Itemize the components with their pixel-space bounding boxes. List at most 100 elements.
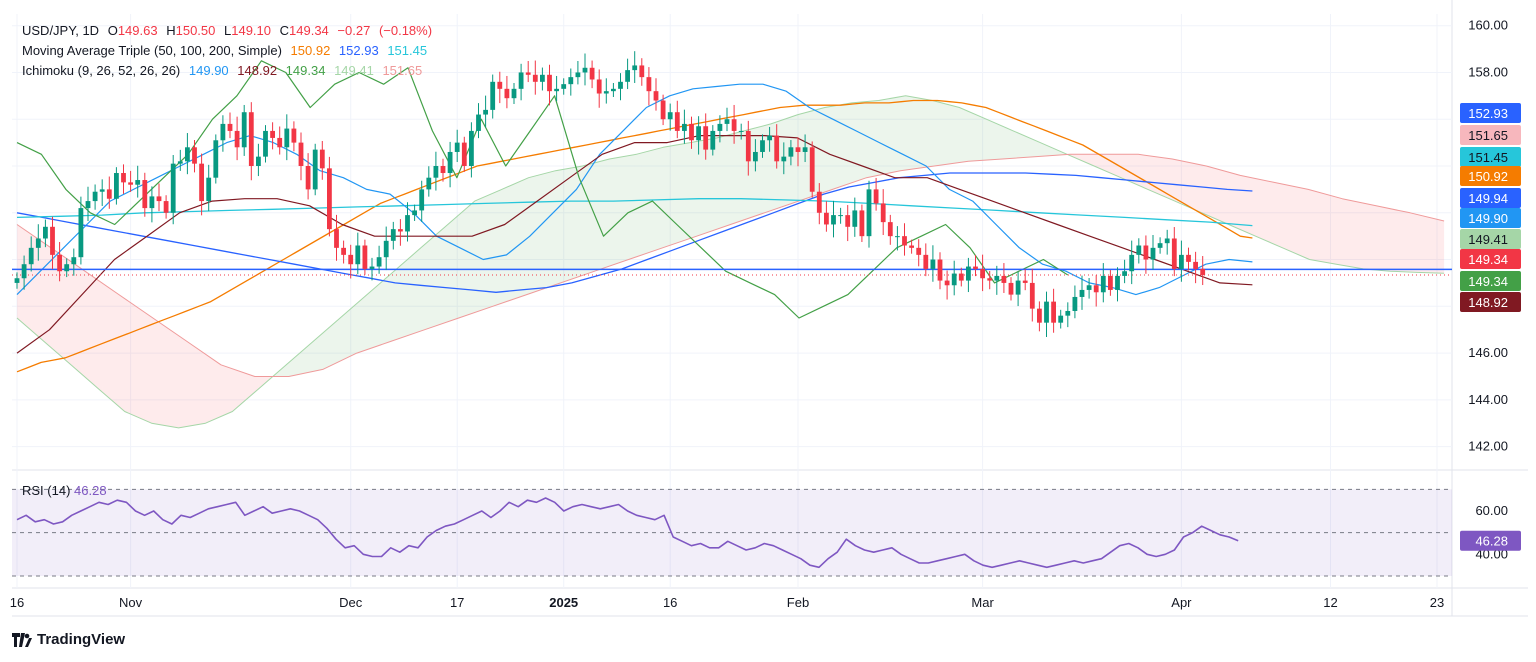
cloud-segment [563, 168, 571, 282]
candle-up [256, 143, 261, 177]
cloud-segment [1103, 154, 1111, 174]
price-candles[interactable] [14, 51, 1206, 337]
candle-body [461, 142, 467, 166]
legend-moving-average[interactable]: Moving Average Triple (50, 100, 200, Sim… [22, 42, 432, 59]
time-tick-label: 16 [10, 595, 24, 610]
candle-up [611, 82, 616, 98]
cloud-segment [1089, 154, 1097, 167]
cloud-segment [1131, 154, 1139, 186]
candle-down [745, 120, 751, 176]
candle-body [824, 212, 829, 225]
candle-body [163, 201, 169, 213]
cloud-segment [102, 283, 110, 399]
legend-rsi[interactable]: RSI (14) 46.28 [22, 483, 107, 498]
candle-body [284, 128, 290, 148]
cloud-segment [1252, 177, 1260, 238]
candle-body [1115, 275, 1120, 290]
candle-down [653, 78, 659, 111]
candle-body [660, 100, 666, 120]
cloud-segment [1167, 158, 1175, 201]
candle-body [838, 215, 843, 217]
candle-body [298, 142, 304, 166]
candle-body [880, 203, 886, 223]
candle-up [71, 248, 77, 276]
price-label-text: 149.34 [1468, 274, 1508, 289]
candle-body [958, 273, 964, 281]
cloud-segment [1437, 219, 1445, 274]
time-tick-label: 16 [663, 595, 677, 610]
price-label-text: 150.92 [1468, 169, 1508, 184]
candle-down [689, 116, 694, 149]
candle-down [298, 132, 304, 181]
price-label-box [1460, 147, 1521, 167]
candle-down [497, 71, 503, 104]
cloud-segment [1429, 217, 1437, 274]
candle-body [21, 264, 27, 279]
candle-down [731, 104, 737, 144]
candle-body [937, 259, 943, 281]
candle-down [880, 189, 886, 235]
cloud-segment [1287, 185, 1295, 254]
candle-body [57, 254, 62, 272]
cloud-segment [1216, 168, 1224, 223]
candle-body [582, 67, 588, 73]
candle-up [852, 197, 858, 237]
cloud-segment [975, 114, 983, 161]
candle-up [99, 179, 105, 206]
cloud-segment [734, 131, 742, 224]
candle-body [348, 254, 354, 265]
candle-up [476, 103, 481, 139]
candle-body [114, 173, 119, 199]
candle-down [270, 122, 275, 150]
candle-up [625, 58, 630, 90]
candle-down [795, 137, 801, 167]
price-label-box [1460, 166, 1521, 186]
cloud-segment [904, 96, 912, 171]
cloud-segment [372, 284, 380, 348]
candle-body [916, 247, 922, 255]
candle-up [135, 165, 141, 198]
candle-up [717, 115, 723, 143]
candle-down [824, 201, 829, 232]
candle-down [1108, 270, 1113, 296]
cloud-segment [542, 172, 550, 290]
cloud-segment [1145, 155, 1153, 192]
cloud-segment [308, 339, 316, 373]
candle-up [1044, 291, 1049, 337]
tradingview-logo[interactable]: TradingView [12, 631, 125, 648]
cloud-segment [925, 99, 933, 168]
cloud-segment [847, 102, 855, 185]
cloud-segment [230, 367, 238, 413]
cloud-segment [80, 268, 88, 380]
candle-down [646, 67, 652, 106]
candle-down [334, 214, 339, 261]
candle-body [554, 88, 559, 92]
cloud-segment [173, 331, 181, 428]
cloud-segment [577, 165, 585, 277]
tradingview-icon [12, 632, 32, 647]
candle-up [376, 245, 382, 274]
price-label-box [1460, 292, 1521, 312]
candle-body [355, 245, 361, 265]
candle-down [532, 60, 538, 95]
ichimoku-span-b-line [16, 153, 1445, 377]
candle-body [1179, 254, 1184, 269]
candle-body [220, 123, 226, 141]
candle-up [1086, 278, 1092, 299]
cloud-segment [492, 190, 500, 307]
cloud-segment [144, 312, 152, 424]
candle-down [1143, 235, 1149, 274]
cloud-segment [705, 138, 713, 234]
candle-body [625, 70, 630, 82]
candle-down [987, 270, 993, 290]
cloud-segment [1387, 208, 1395, 272]
cloud-segment [790, 114, 798, 204]
legend-ichimoku[interactable]: Ichimoku (9, 26, 52, 26, 26) 149.90 148.… [22, 62, 427, 79]
cloud-segment [159, 322, 167, 426]
change-percent: (−0.18%) [378, 23, 433, 38]
candle-body [1157, 243, 1163, 248]
candle-up [1129, 240, 1135, 285]
candle-body [78, 208, 84, 258]
candle-down [121, 164, 126, 194]
